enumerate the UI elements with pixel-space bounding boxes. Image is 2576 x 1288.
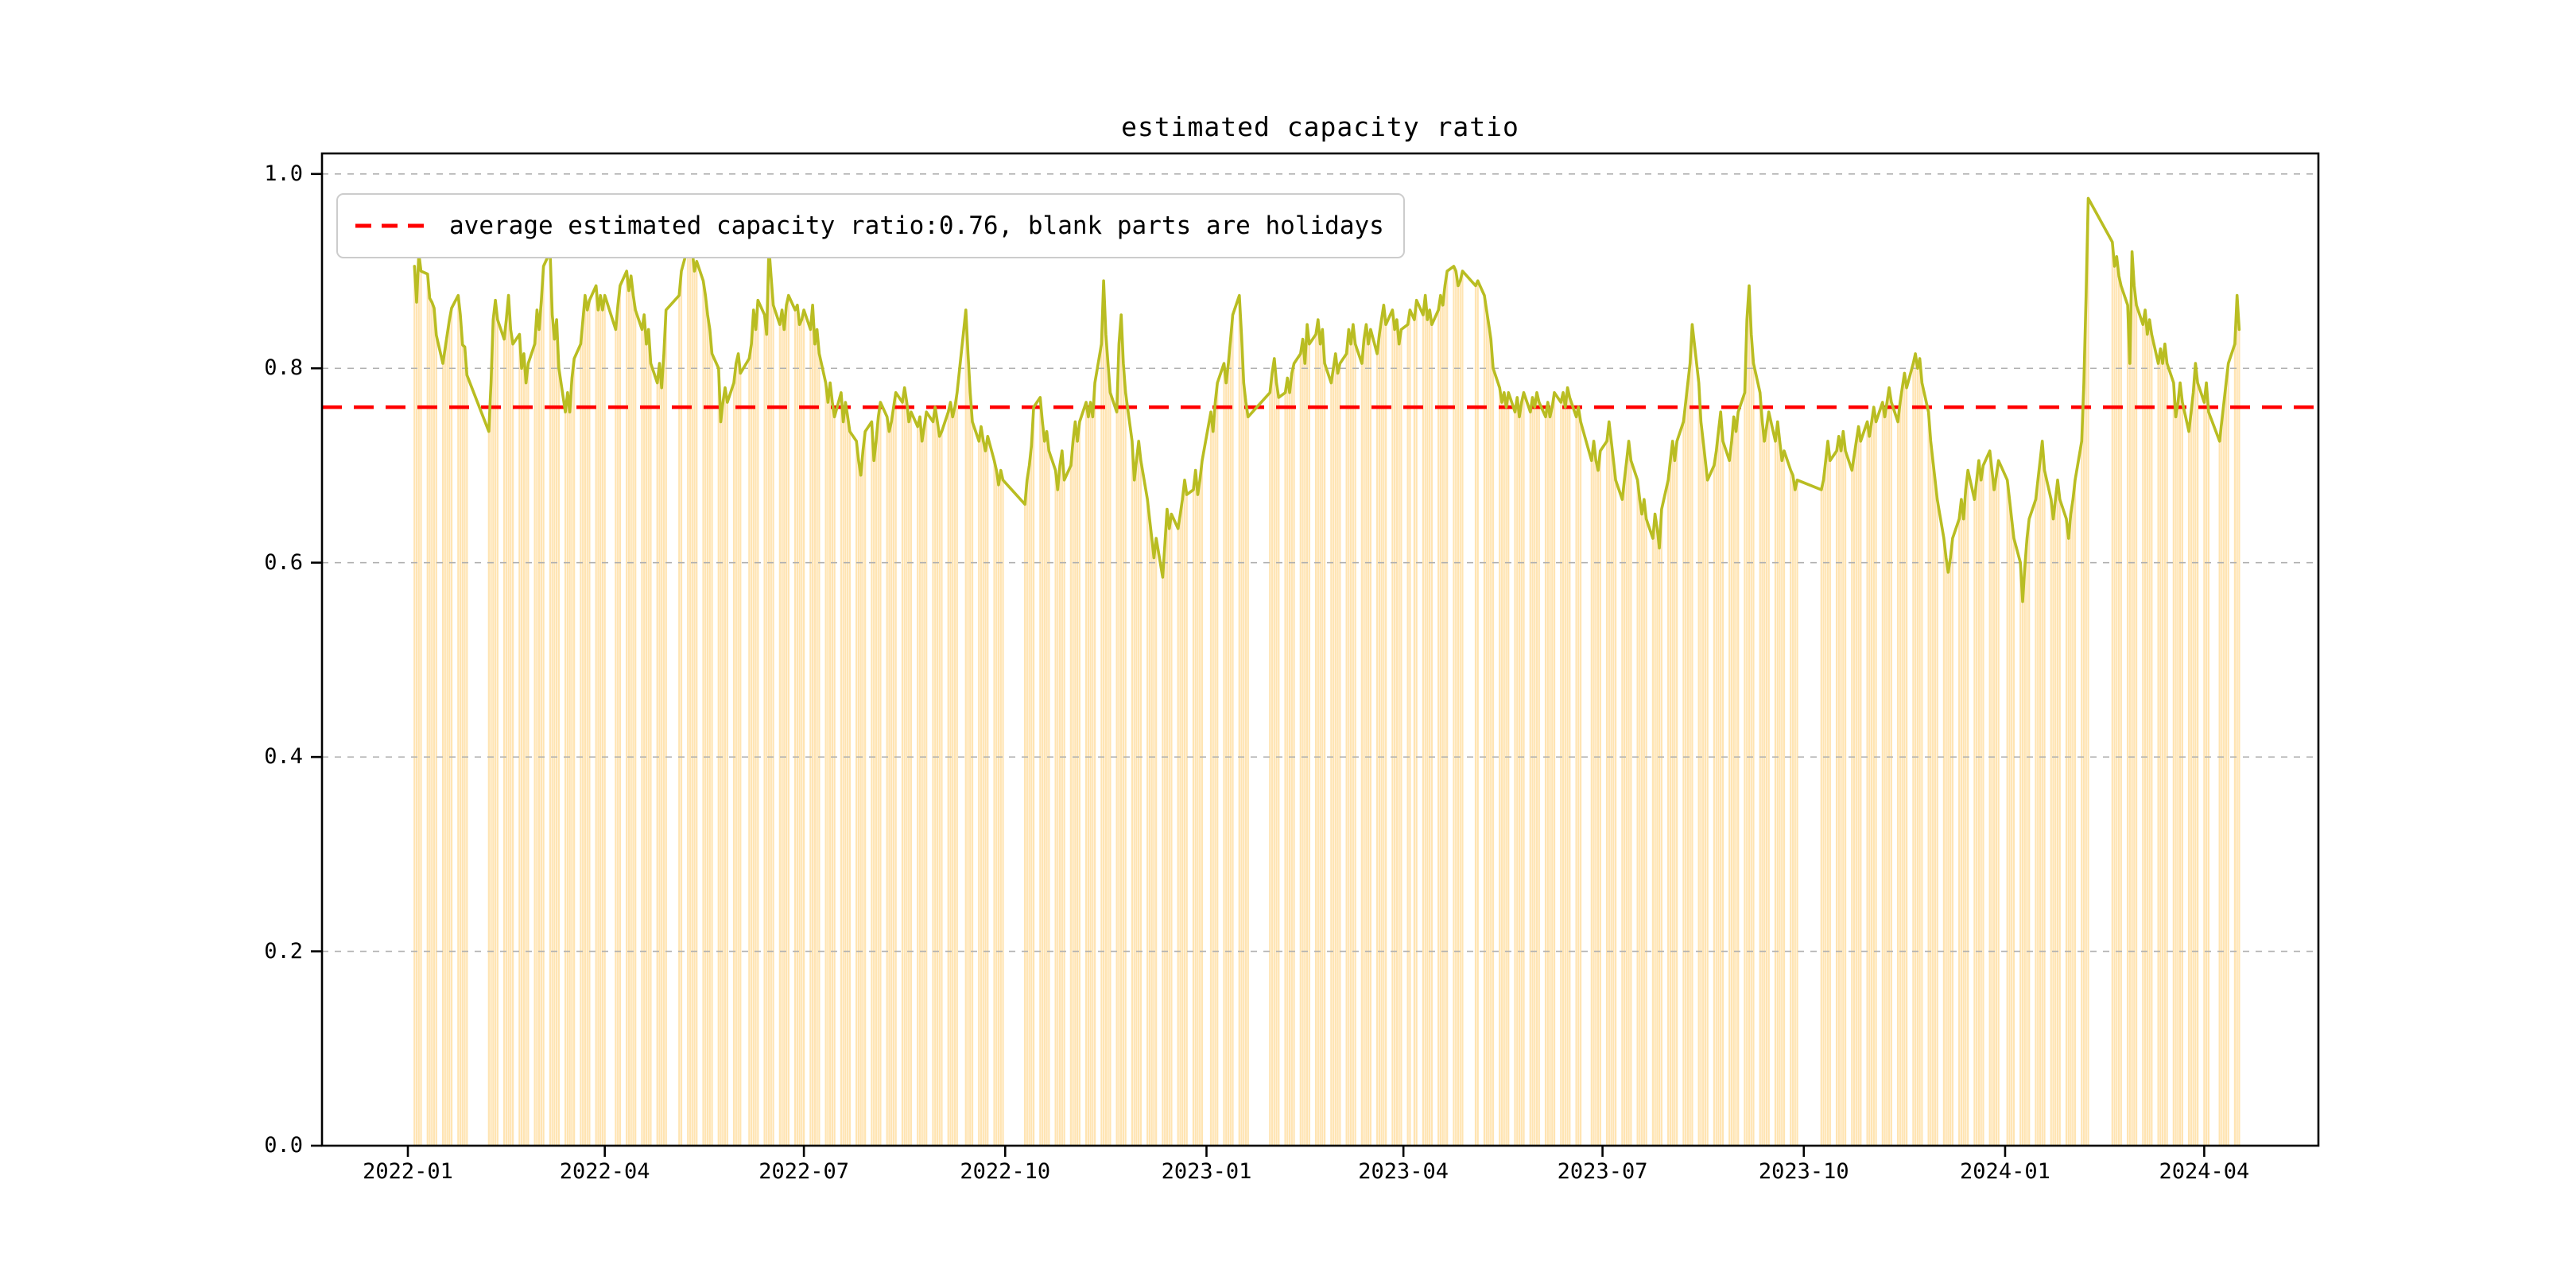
x-tick-label: 2022-10	[960, 1159, 1051, 1184]
x-tick-label: 2022-07	[758, 1159, 849, 1184]
x-tick-label: 2023-01	[1161, 1159, 1252, 1184]
x-tick-label: 2023-04	[1358, 1159, 1449, 1184]
capacity-ratio-line	[413, 196, 2241, 603]
y-tick-label: 0.0	[264, 1133, 303, 1158]
y-tick-label: 1.0	[264, 161, 303, 186]
plot-border	[320, 152, 2320, 1147]
legend-label: average estimated capacity ratio:0.76, b…	[449, 211, 1384, 240]
chart-title: estimated capacity ratio	[1121, 111, 1519, 142]
y-tick-label: 0.2	[264, 938, 303, 964]
x-tick-label: 2024-01	[1960, 1159, 2050, 1184]
y-tick-label: 0.6	[264, 549, 303, 575]
y-tick-label: 0.4	[264, 744, 303, 770]
x-tick-label: 2023-10	[1758, 1159, 1849, 1184]
legend: average estimated capacity ratio:0.76, b…	[336, 193, 1405, 258]
legend-dash-icon	[355, 223, 429, 228]
x-tick-label: 2023-07	[1557, 1159, 1648, 1184]
daily-bars	[413, 198, 2240, 1146]
x-tick-label: 2022-04	[559, 1159, 650, 1184]
gridlines	[322, 173, 2318, 952]
tick-marks	[311, 173, 2206, 1157]
x-tick-label: 2022-01	[363, 1159, 453, 1184]
x-tick-label: 2024-04	[2159, 1159, 2250, 1184]
holiday-gap-bars	[413, 198, 2240, 1146]
y-tick-label: 0.8	[264, 355, 303, 381]
